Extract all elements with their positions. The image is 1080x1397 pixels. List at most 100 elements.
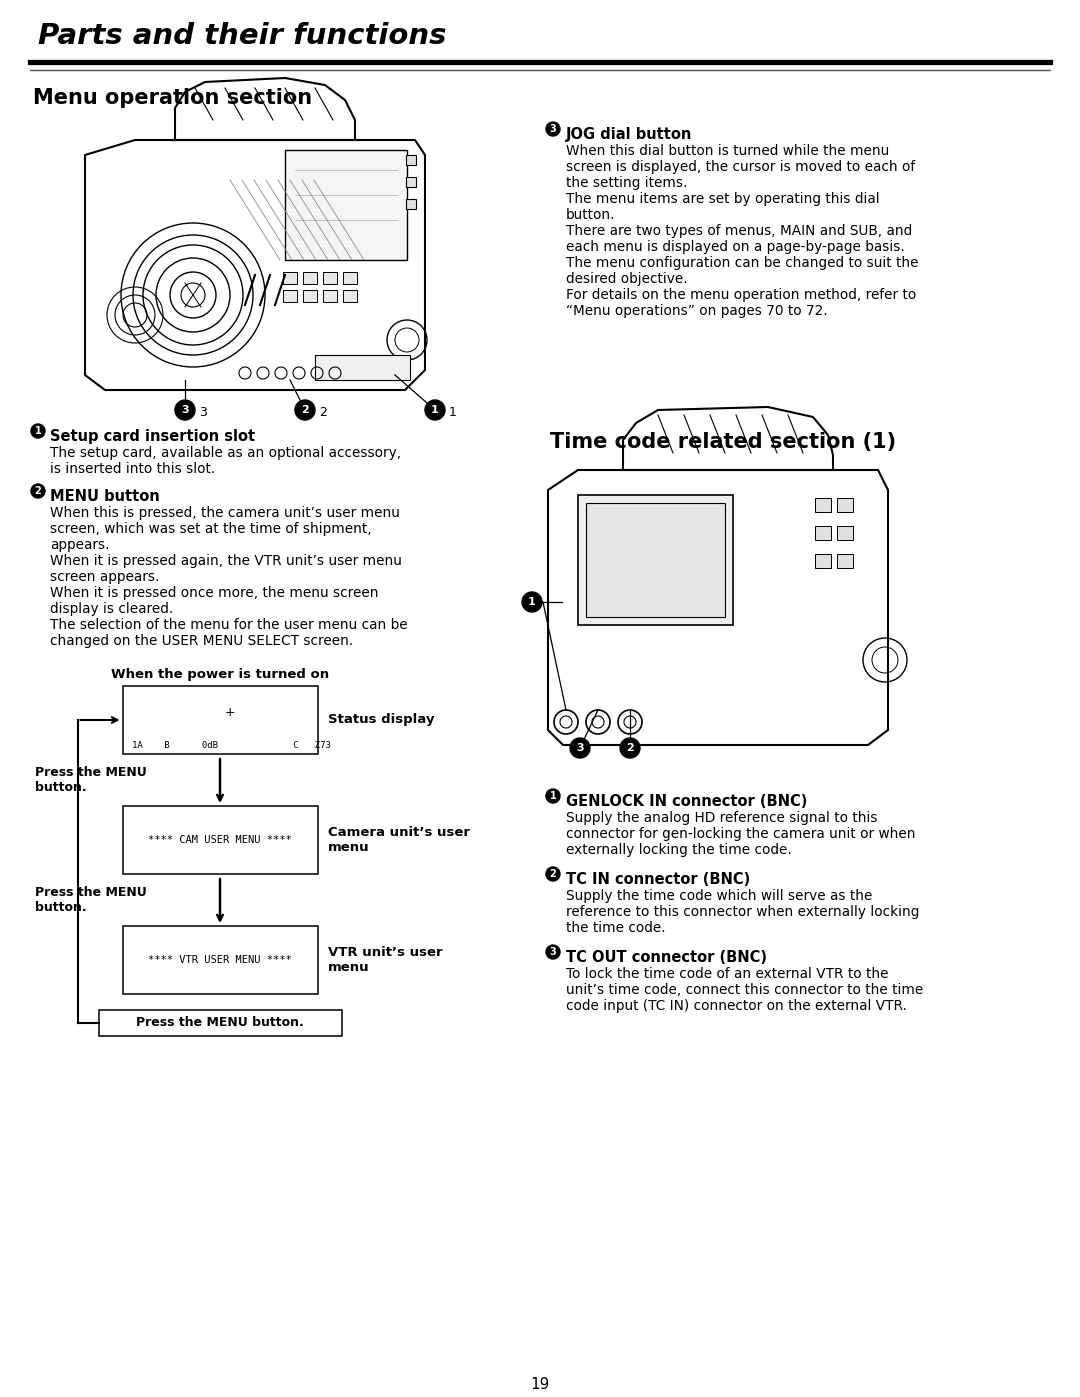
Text: is inserted into this slot.: is inserted into this slot. [50, 462, 215, 476]
Text: 2: 2 [550, 869, 556, 879]
Polygon shape [343, 272, 357, 284]
Text: Press the MENU
button.: Press the MENU button. [35, 766, 147, 793]
Circle shape [31, 425, 45, 439]
Text: display is cleared.: display is cleared. [50, 602, 173, 616]
Text: **** CAM USER MENU ****: **** CAM USER MENU **** [148, 835, 292, 845]
Circle shape [426, 400, 445, 420]
Circle shape [570, 738, 590, 759]
Text: Camera unit’s user
menu: Camera unit’s user menu [327, 826, 470, 854]
Text: reference to this connector when externally locking: reference to this connector when externa… [566, 905, 919, 919]
Text: The selection of the menu for the user menu can be: The selection of the menu for the user m… [50, 617, 407, 631]
Text: The menu configuration can be changed to suit the: The menu configuration can be changed to… [566, 256, 918, 270]
Text: 19: 19 [530, 1377, 550, 1391]
Polygon shape [578, 495, 733, 624]
Text: 1: 1 [35, 426, 41, 436]
Text: unit’s time code, connect this connector to the time: unit’s time code, connect this connector… [566, 983, 923, 997]
Circle shape [175, 400, 195, 420]
Text: 3: 3 [181, 405, 189, 415]
Text: appears.: appears. [50, 538, 109, 552]
Polygon shape [837, 497, 853, 511]
Circle shape [546, 122, 561, 136]
Polygon shape [548, 469, 888, 745]
Text: To lock the time code of an external VTR to the: To lock the time code of an external VTR… [566, 967, 889, 981]
Text: When it is pressed again, the VTR unit’s user menu: When it is pressed again, the VTR unit’s… [50, 555, 402, 569]
Text: Supply the analog HD reference signal to this: Supply the analog HD reference signal to… [566, 812, 877, 826]
Text: code input (TC IN) connector on the external VTR.: code input (TC IN) connector on the exte… [566, 999, 907, 1013]
Polygon shape [303, 291, 318, 302]
Text: 3: 3 [550, 124, 556, 134]
Text: When the power is turned on: When the power is turned on [111, 668, 329, 680]
Text: When this is pressed, the camera unit’s user menu: When this is pressed, the camera unit’s … [50, 506, 400, 520]
Circle shape [522, 592, 542, 612]
Text: **** VTR USER MENU ****: **** VTR USER MENU **** [148, 956, 292, 965]
Text: desired objective.: desired objective. [566, 272, 688, 286]
Text: Time code related section (1): Time code related section (1) [550, 432, 896, 453]
Polygon shape [837, 555, 853, 569]
Circle shape [546, 868, 561, 882]
Text: JOG dial button: JOG dial button [566, 127, 692, 142]
Text: GENLOCK IN connector (BNC): GENLOCK IN connector (BNC) [566, 793, 808, 809]
Text: screen appears.: screen appears. [50, 570, 160, 584]
Polygon shape [343, 291, 357, 302]
Text: 3: 3 [199, 407, 207, 419]
FancyBboxPatch shape [122, 926, 318, 995]
Circle shape [620, 738, 640, 759]
Text: 1: 1 [528, 597, 536, 608]
Text: VTR unit’s user
menu: VTR unit’s user menu [327, 946, 442, 974]
Text: 3: 3 [577, 743, 584, 753]
Polygon shape [283, 291, 297, 302]
Text: each menu is displayed on a page-by-page basis.: each menu is displayed on a page-by-page… [566, 240, 905, 254]
Text: TC IN connector (BNC): TC IN connector (BNC) [566, 872, 751, 887]
Polygon shape [303, 272, 318, 284]
Text: the setting items.: the setting items. [566, 176, 687, 190]
Text: 2: 2 [626, 743, 634, 753]
Polygon shape [323, 272, 337, 284]
Text: Press the MENU button.: Press the MENU button. [136, 1017, 303, 1030]
FancyBboxPatch shape [122, 806, 318, 875]
Polygon shape [406, 155, 416, 165]
Text: For details on the menu operation method, refer to: For details on the menu operation method… [566, 288, 916, 302]
Text: 2: 2 [301, 405, 309, 415]
Circle shape [295, 400, 315, 420]
Polygon shape [815, 555, 831, 569]
Polygon shape [586, 503, 725, 617]
Polygon shape [406, 198, 416, 210]
Text: 1A    B      0dB              C   Z73: 1A B 0dB C Z73 [133, 742, 332, 750]
Polygon shape [406, 177, 416, 187]
Text: Supply the time code which will serve as the: Supply the time code which will serve as… [566, 888, 873, 902]
Circle shape [546, 789, 561, 803]
Text: the time code.: the time code. [566, 921, 665, 935]
Text: The menu items are set by operating this dial: The menu items are set by operating this… [566, 191, 879, 205]
Text: button.: button. [566, 208, 616, 222]
Polygon shape [815, 497, 831, 511]
Text: 1: 1 [431, 405, 438, 415]
Polygon shape [283, 272, 297, 284]
Text: “Menu operations” on pages 70 to 72.: “Menu operations” on pages 70 to 72. [566, 305, 827, 319]
Polygon shape [85, 140, 426, 390]
Text: changed on the USER MENU SELECT screen.: changed on the USER MENU SELECT screen. [50, 634, 353, 648]
Text: 2: 2 [35, 486, 41, 496]
Text: MENU button: MENU button [50, 489, 160, 504]
Polygon shape [315, 355, 410, 380]
Text: connector for gen-locking the camera unit or when: connector for gen-locking the camera uni… [566, 827, 916, 841]
Text: Status display: Status display [327, 714, 434, 726]
Text: 3: 3 [550, 947, 556, 957]
Text: Press the MENU
button.: Press the MENU button. [35, 886, 147, 914]
Text: 2: 2 [319, 407, 327, 419]
Text: When this dial button is turned while the menu: When this dial button is turned while th… [566, 144, 889, 158]
Polygon shape [815, 527, 831, 541]
Text: Parts and their functions: Parts and their functions [38, 22, 446, 50]
FancyBboxPatch shape [98, 1010, 341, 1037]
Polygon shape [323, 291, 337, 302]
Text: Setup card insertion slot: Setup card insertion slot [50, 429, 255, 444]
FancyBboxPatch shape [122, 686, 318, 754]
Text: When it is pressed once more, the menu screen: When it is pressed once more, the menu s… [50, 585, 378, 599]
Polygon shape [837, 527, 853, 541]
Text: screen is displayed, the cursor is moved to each of: screen is displayed, the cursor is moved… [566, 161, 915, 175]
Circle shape [546, 944, 561, 958]
Text: There are two types of menus, MAIN and SUB, and: There are two types of menus, MAIN and S… [566, 224, 913, 237]
Text: 1: 1 [449, 407, 457, 419]
Text: TC OUT connector (BNC): TC OUT connector (BNC) [566, 950, 767, 965]
Text: +: + [225, 705, 235, 718]
Text: Menu operation section: Menu operation section [33, 88, 312, 108]
